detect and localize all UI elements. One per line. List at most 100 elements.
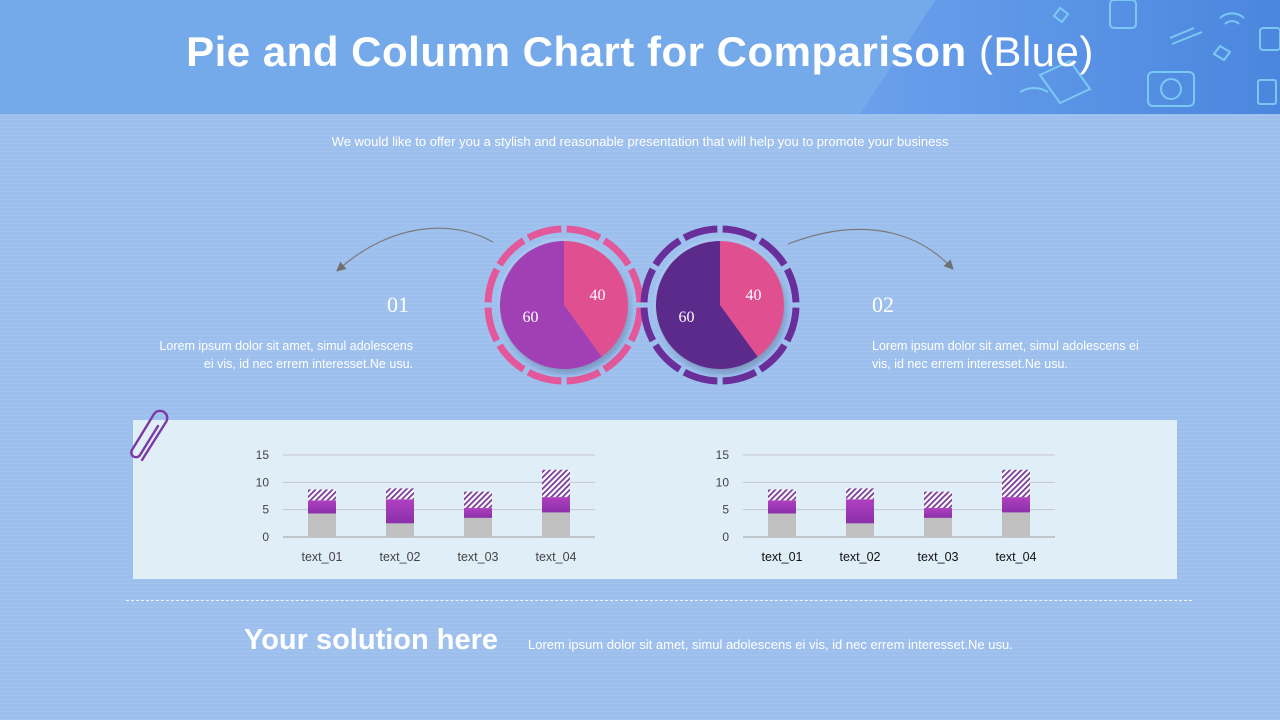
pie-2: 40 60 bbox=[640, 225, 800, 385]
bar-segment bbox=[846, 523, 874, 537]
pie-label: 40 bbox=[589, 287, 605, 304]
phone-icon bbox=[1109, 0, 1137, 29]
pie-ring-segment bbox=[758, 237, 788, 267]
bar-segment bbox=[542, 497, 570, 513]
y-tick-label: 10 bbox=[716, 475, 730, 489]
section-number-01: 01 bbox=[387, 292, 409, 317]
y-tick-label: 0 bbox=[262, 530, 269, 544]
y-tick-label: 0 bbox=[722, 530, 729, 544]
section-02-line2: vis, id nec errem interesset.Ne usu. bbox=[872, 357, 1068, 371]
pie-ring-segment bbox=[682, 225, 718, 242]
pie-ring-segment bbox=[722, 225, 758, 242]
pie-label: 60 bbox=[679, 309, 695, 326]
pie-ring-segment bbox=[783, 267, 800, 303]
pie-ring-segment bbox=[783, 307, 800, 343]
title-bold: Pie and Column Chart for Comparison bbox=[186, 28, 967, 75]
bar-segment bbox=[542, 512, 570, 537]
bar-segment bbox=[924, 517, 952, 537]
y-tick-label: 15 bbox=[716, 448, 730, 462]
x-tick-label: text_02 bbox=[379, 550, 420, 564]
pie-slice bbox=[499, 241, 602, 369]
pie-ring-segment bbox=[640, 307, 657, 343]
camera-icon bbox=[1147, 71, 1195, 107]
bar-segment bbox=[308, 489, 336, 501]
bar-segment bbox=[464, 491, 492, 509]
pie-ring-segment bbox=[566, 225, 602, 242]
pie-ring-segment bbox=[602, 237, 632, 267]
column-chart-2: 0 5 10 15 text_01 text_02 text_03 text_04 bbox=[716, 448, 1055, 564]
pie-ring-segment bbox=[602, 343, 632, 373]
x-tick-label: text_02 bbox=[839, 550, 880, 564]
bar-segment bbox=[1002, 469, 1030, 498]
bar-segment bbox=[386, 499, 414, 524]
title-light: (Blue) bbox=[978, 28, 1094, 75]
section-01-line1: Lorem ipsum dolor sit amet, simul adoles… bbox=[159, 339, 413, 353]
dashed-divider bbox=[126, 600, 1192, 601]
sd-card-icon bbox=[1257, 79, 1277, 105]
bar-segment bbox=[768, 500, 796, 514]
bar-segment bbox=[768, 513, 796, 537]
pie-ring-segment bbox=[566, 368, 602, 385]
bar-segment bbox=[768, 489, 796, 501]
pie-charts: 40 60 40 60 bbox=[484, 225, 800, 385]
pie-label: 40 bbox=[745, 287, 761, 304]
pie-slice bbox=[656, 241, 758, 369]
x-tick-label: text_03 bbox=[917, 550, 958, 564]
pie-ring-segment bbox=[682, 368, 718, 385]
bar-segment bbox=[542, 469, 570, 498]
pie-label: 60 bbox=[523, 309, 539, 326]
page-title: Pie and Column Chart for Comparison (Blu… bbox=[0, 28, 1280, 76]
pie-ring-segment bbox=[652, 237, 682, 267]
doodle-icons bbox=[1020, 0, 1280, 107]
bar-segment bbox=[308, 500, 336, 514]
usb-icon bbox=[1212, 44, 1232, 62]
pie-ring-segment bbox=[758, 343, 788, 373]
pie-ring-segment bbox=[722, 368, 758, 385]
bar-segment bbox=[846, 499, 874, 524]
section-number-02: 02 bbox=[872, 292, 894, 317]
x-tick-label: text_01 bbox=[761, 550, 802, 564]
y-tick-label: 10 bbox=[256, 475, 270, 489]
header-decoration bbox=[860, 0, 1280, 114]
card-icon bbox=[1259, 27, 1280, 51]
bar-segment bbox=[308, 513, 336, 537]
pen-icon bbox=[1169, 27, 1203, 45]
section-02-line1: Lorem ipsum dolor sit amet, simul adoles… bbox=[872, 339, 1139, 353]
pie-ring-segment bbox=[526, 368, 562, 385]
pie-ring-segment bbox=[526, 225, 562, 242]
footer-title: Your solution here bbox=[244, 624, 499, 656]
pie-ring-segment bbox=[627, 307, 644, 343]
document-icon bbox=[1038, 59, 1092, 105]
pie-ring-segment bbox=[484, 267, 501, 303]
x-tick-label: text_01 bbox=[301, 550, 342, 564]
footer-text: Lorem ipsum dolor sit amet, simul adoles… bbox=[528, 637, 1013, 652]
bar-segment bbox=[386, 488, 414, 500]
bar-segment bbox=[924, 508, 952, 518]
section-01-line2: ei vis, id nec errem interesset.Ne usu. bbox=[203, 357, 413, 371]
pie-ring-segment bbox=[627, 267, 644, 303]
pie-1: 40 60 bbox=[484, 225, 644, 385]
header-banner bbox=[0, 0, 1280, 114]
pie-ring-segment bbox=[652, 343, 682, 373]
column-chart-1: 0 5 10 15 text_01 text_02 text_03 text_04 bbox=[256, 448, 595, 564]
bar-segment bbox=[464, 508, 492, 518]
paperclip-icon bbox=[130, 409, 169, 462]
x-tick-label: text_04 bbox=[535, 550, 576, 564]
pie-ring-segment bbox=[496, 237, 526, 267]
bar-segment bbox=[386, 523, 414, 537]
arrows bbox=[336, 227, 954, 272]
y-tick-label: 5 bbox=[722, 503, 729, 517]
section-text-02: Lorem ipsum dolor sit amet, simul adoles… bbox=[872, 337, 1172, 373]
wifi-icon bbox=[1219, 12, 1245, 25]
camera-lens-icon bbox=[1160, 78, 1182, 100]
y-tick-label: 15 bbox=[256, 448, 270, 462]
bar-segment bbox=[924, 491, 952, 509]
bar-segment bbox=[1002, 512, 1030, 537]
bar-segment bbox=[846, 488, 874, 500]
left-arrow bbox=[336, 227, 494, 272]
section-text-01: Lorem ipsum dolor sit amet, simul adoles… bbox=[113, 337, 413, 373]
pie-ring-segment bbox=[496, 343, 526, 373]
bar-segment bbox=[1002, 497, 1030, 513]
y-tick-label: 5 bbox=[262, 503, 269, 517]
